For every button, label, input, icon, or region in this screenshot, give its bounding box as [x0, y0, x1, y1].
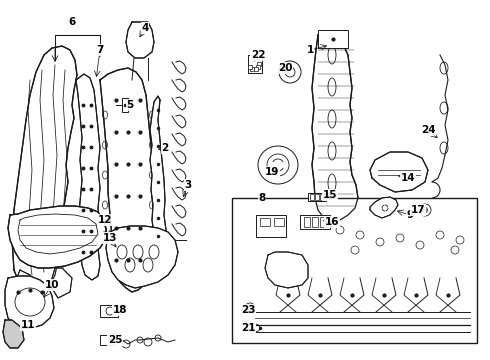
Text: 5: 5 [126, 100, 134, 110]
Bar [320, 217, 326, 227]
Text: 21: 21 [241, 323, 255, 333]
Bar [304, 217, 310, 227]
Polygon shape [100, 68, 154, 292]
Bar [308, 193, 326, 201]
Bar [122, 98, 128, 112]
Polygon shape [126, 22, 154, 58]
Bar [260, 218, 270, 226]
Text: 7: 7 [97, 45, 104, 55]
Polygon shape [312, 33, 358, 222]
Text: 1: 1 [306, 45, 314, 55]
Text: 14: 14 [401, 173, 416, 183]
Bar [318, 30, 348, 48]
Text: 10: 10 [45, 280, 59, 290]
Bar [246, 304, 254, 312]
Bar [257, 62, 261, 66]
Polygon shape [106, 226, 178, 288]
Polygon shape [150, 96, 166, 260]
Bar [256, 65, 260, 69]
Bar [310, 194, 314, 200]
Polygon shape [3, 320, 24, 348]
Text: 6: 6 [69, 17, 75, 27]
Text: 11: 11 [21, 320, 35, 330]
Text: 16: 16 [325, 217, 339, 227]
Bar [250, 67, 254, 71]
Bar [248, 65, 252, 69]
Text: 13: 13 [103, 233, 117, 243]
Bar [248, 55, 262, 73]
Text: 3: 3 [184, 180, 192, 190]
Polygon shape [76, 74, 100, 280]
Text: 22: 22 [251, 50, 265, 60]
Text: 2: 2 [161, 143, 169, 153]
Text: 25: 25 [108, 335, 122, 345]
Polygon shape [10, 270, 40, 308]
Text: 24: 24 [421, 125, 435, 135]
Polygon shape [370, 197, 398, 218]
Polygon shape [265, 252, 308, 288]
Text: 15: 15 [323, 190, 337, 200]
Bar [100, 335, 114, 345]
Text: 9: 9 [406, 210, 414, 220]
Polygon shape [12, 46, 77, 290]
Bar [274, 218, 284, 226]
Text: 8: 8 [258, 193, 266, 203]
Text: 19: 19 [265, 167, 279, 177]
Text: 17: 17 [411, 205, 425, 215]
Text: 4: 4 [141, 23, 148, 33]
Text: 12: 12 [98, 215, 112, 225]
Polygon shape [50, 268, 72, 298]
Text: 18: 18 [113, 305, 127, 315]
Text: 23: 23 [241, 305, 255, 315]
Bar [232, 198, 477, 343]
Bar [320, 194, 324, 200]
Polygon shape [5, 276, 54, 328]
Bar [100, 305, 118, 317]
Bar [256, 215, 286, 237]
Bar [315, 194, 319, 200]
Bar [253, 67, 258, 71]
Polygon shape [370, 152, 428, 192]
Bar [312, 217, 318, 227]
Text: 20: 20 [278, 63, 292, 73]
Polygon shape [8, 206, 106, 268]
Bar [300, 215, 330, 229]
